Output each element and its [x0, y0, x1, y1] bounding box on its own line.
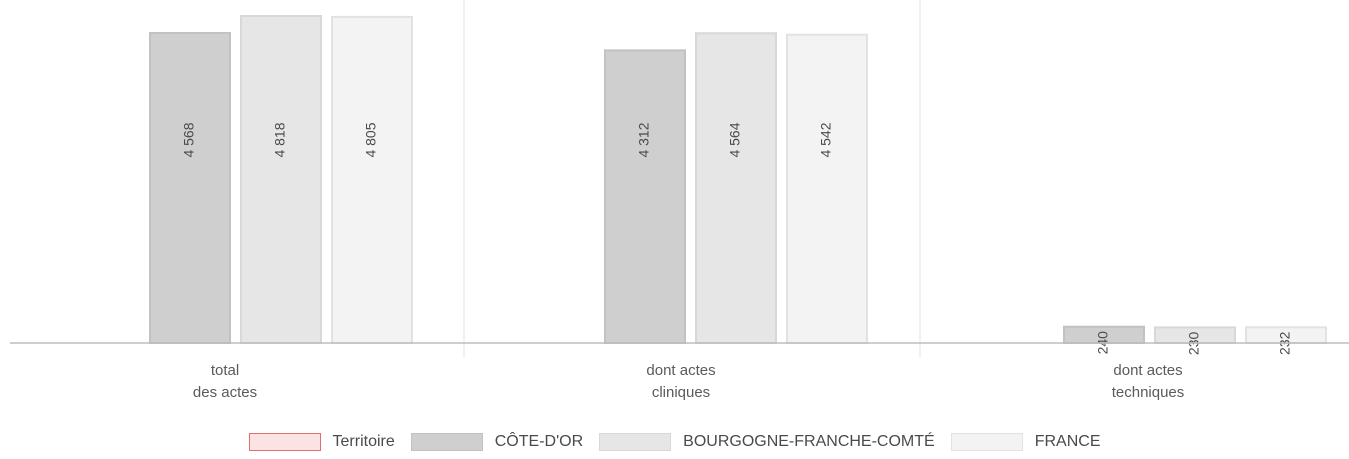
category-tick-label: total [211, 362, 239, 379]
category-tick-label: cliniques [652, 384, 710, 401]
bar [331, 15, 413, 344]
category-tick-label: techniques [1112, 384, 1185, 401]
bar [149, 31, 231, 344]
legend-item-territoire[interactable]: Territoire [248, 433, 395, 451]
category-tick-label: des actes [193, 384, 257, 401]
bar [240, 15, 322, 344]
bar-value-label: 4 564 [727, 122, 743, 157]
bar-value-label: 4 542 [818, 122, 834, 157]
legend-label: BOURGOGNE-FRANCHE-COMTÉ [683, 433, 935, 450]
bar [604, 49, 686, 344]
legend: Territoire CÔTE-D'OR BOURGOGNE-FRANCHE-C… [0, 428, 1349, 456]
category-tick-label: dont actes [1113, 362, 1182, 379]
bar [695, 32, 777, 344]
legend-label: CÔTE-D'OR [494, 433, 584, 450]
bar-value-label: 4 568 [181, 122, 197, 157]
bar-value-label: 4 818 [272, 122, 288, 157]
legend-swatch-cote-dor [410, 433, 483, 451]
legend-swatch-territoire [248, 433, 321, 451]
legend-swatch-bourgogne-franche-comte [599, 433, 672, 451]
bar [786, 33, 868, 344]
bar-value-label: 4 312 [636, 122, 652, 157]
legend-label: Territoire [332, 433, 395, 450]
bar-value-label: 4 805 [363, 122, 379, 157]
legend-item-cote-dor[interactable]: CÔTE-D'OR [410, 433, 584, 451]
category-tick-label: dont actes [646, 362, 715, 379]
legend-item-france[interactable]: FRANCE [950, 433, 1101, 451]
legend-label: FRANCE [1034, 433, 1101, 450]
legend-swatch-france [950, 433, 1023, 451]
legend-item-bourgogne-franche-comte[interactable]: BOURGOGNE-FRANCHE-COMTÉ [599, 433, 935, 451]
